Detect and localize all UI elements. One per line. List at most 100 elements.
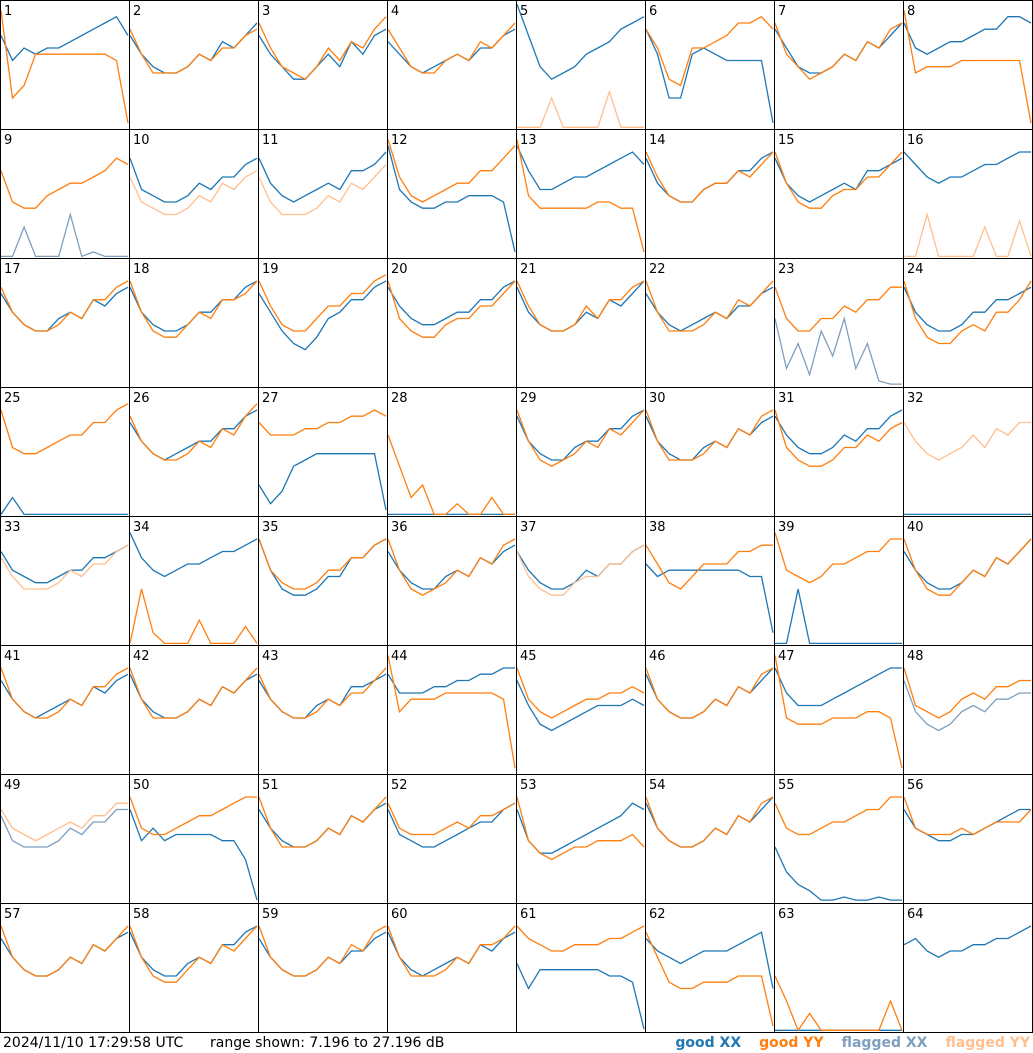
spectrum-line	[516, 680, 645, 732]
spectrum-line	[774, 796, 902, 836]
panel-title: 23	[778, 262, 795, 277]
panel-title: 42	[133, 649, 150, 664]
panel-title: 32	[907, 391, 924, 406]
spectrum-line	[645, 280, 774, 332]
spectrum-line	[516, 925, 645, 952]
spectrum-line	[0, 15, 129, 62]
spectrum-line	[517, 89, 644, 128]
panel: 55	[774, 774, 904, 904]
panel-title: 40	[907, 520, 924, 535]
spectrum-line	[903, 16, 1032, 55]
panel-title: 55	[778, 778, 795, 793]
spectrum-line	[516, 280, 645, 332]
spectrum-line	[387, 802, 516, 848]
panel-title: 37	[520, 520, 537, 535]
spectrum-line	[516, 409, 645, 461]
panel-title: 56	[907, 778, 924, 793]
spectrum-line	[387, 145, 516, 253]
panel-title: 17	[4, 262, 21, 277]
panel-title: 8	[907, 4, 915, 19]
panel: 20	[387, 258, 517, 388]
spectrum-line	[129, 588, 258, 645]
spectrum-line	[0, 544, 129, 584]
panel-title: 41	[4, 649, 21, 664]
spectrum-line	[904, 212, 1032, 258]
panel-title: 21	[520, 262, 537, 277]
spectrum-line	[645, 544, 773, 590]
spectrum-line	[516, 145, 645, 191]
panel-title: 53	[520, 778, 537, 793]
panel: 38	[645, 516, 775, 646]
panel-title: 61	[520, 907, 537, 922]
spectrum-line	[774, 286, 902, 332]
spectrum-line	[645, 15, 774, 87]
panel-title: 9	[4, 133, 12, 148]
panel-title: 4	[391, 4, 399, 19]
spectrum-line	[129, 532, 258, 578]
spectrum-line	[0, 808, 128, 848]
panel-title: 1	[4, 4, 12, 19]
spectrum-line	[903, 538, 1032, 596]
panel-title: 26	[133, 391, 150, 406]
panel: 63	[774, 903, 904, 1033]
spectrum-line	[516, 3, 645, 81]
spectrum-line	[258, 667, 387, 719]
timestamp: 2024/11/10 17:29:58 UTC	[3, 1035, 183, 1051]
spectrum-line	[258, 151, 387, 203]
spectrum-line	[258, 164, 387, 216]
panel-title: 16	[907, 133, 924, 148]
panel-title: 25	[4, 391, 21, 406]
spectrum-line	[1, 212, 128, 258]
range-label: range shown:	[210, 1035, 305, 1051]
panel-title: 46	[649, 649, 666, 664]
spectrum-line	[129, 667, 258, 719]
panel-title: 6	[649, 4, 657, 19]
spectrum-line	[0, 403, 129, 455]
spectrum-line	[258, 16, 387, 81]
panel-title: 57	[4, 907, 21, 922]
spectrum-line	[516, 963, 645, 1030]
spectrum-line	[903, 796, 1032, 836]
panel-title: 34	[133, 520, 150, 535]
spectrum-line	[258, 538, 387, 590]
panel-title: 62	[649, 907, 666, 922]
spectrum-line	[387, 139, 516, 203]
panel-title: 3	[262, 4, 270, 19]
panel-title: 28	[391, 391, 408, 406]
spectrum-line	[645, 409, 774, 461]
range-text: range shown: 7.196 to 27.196 dB	[210, 1035, 444, 1051]
spectrum-line	[0, 496, 128, 516]
panel-title: 22	[649, 262, 666, 277]
panel-title: 7	[778, 4, 786, 19]
spectrum-line	[774, 975, 903, 1032]
panel-title: 38	[649, 520, 666, 535]
panel-title: 63	[778, 907, 795, 922]
panel-title: 29	[520, 391, 537, 406]
panel-title: 39	[778, 520, 795, 535]
panel: 35	[258, 516, 388, 646]
spectrum-line	[903, 925, 1032, 958]
spectrum-line	[516, 667, 645, 719]
panel-title: 11	[262, 133, 279, 148]
spectrum-line	[387, 667, 515, 694]
spectrum-line	[129, 157, 258, 203]
spectrum-line	[0, 10, 129, 124]
spectrum-line	[903, 680, 1031, 732]
spectrum-line	[258, 925, 387, 977]
spectrum-line	[903, 280, 1032, 345]
panel-title: 60	[391, 907, 408, 922]
spectrum-line	[0, 802, 128, 842]
panel: 40	[903, 516, 1033, 646]
spectrum-line	[645, 667, 774, 719]
spectrum-line	[0, 280, 129, 332]
spectrum-line	[387, 655, 516, 769]
panel-title: 24	[907, 262, 924, 277]
panel: 61	[516, 903, 646, 1033]
panel-title: 59	[262, 907, 279, 922]
spectrum-line	[129, 280, 258, 338]
panel: 54	[645, 774, 775, 904]
range-max: 27.196	[372, 1035, 421, 1051]
panel-title: 47	[778, 649, 795, 664]
panel-title: 54	[649, 778, 666, 793]
spectrum-line	[387, 280, 516, 338]
